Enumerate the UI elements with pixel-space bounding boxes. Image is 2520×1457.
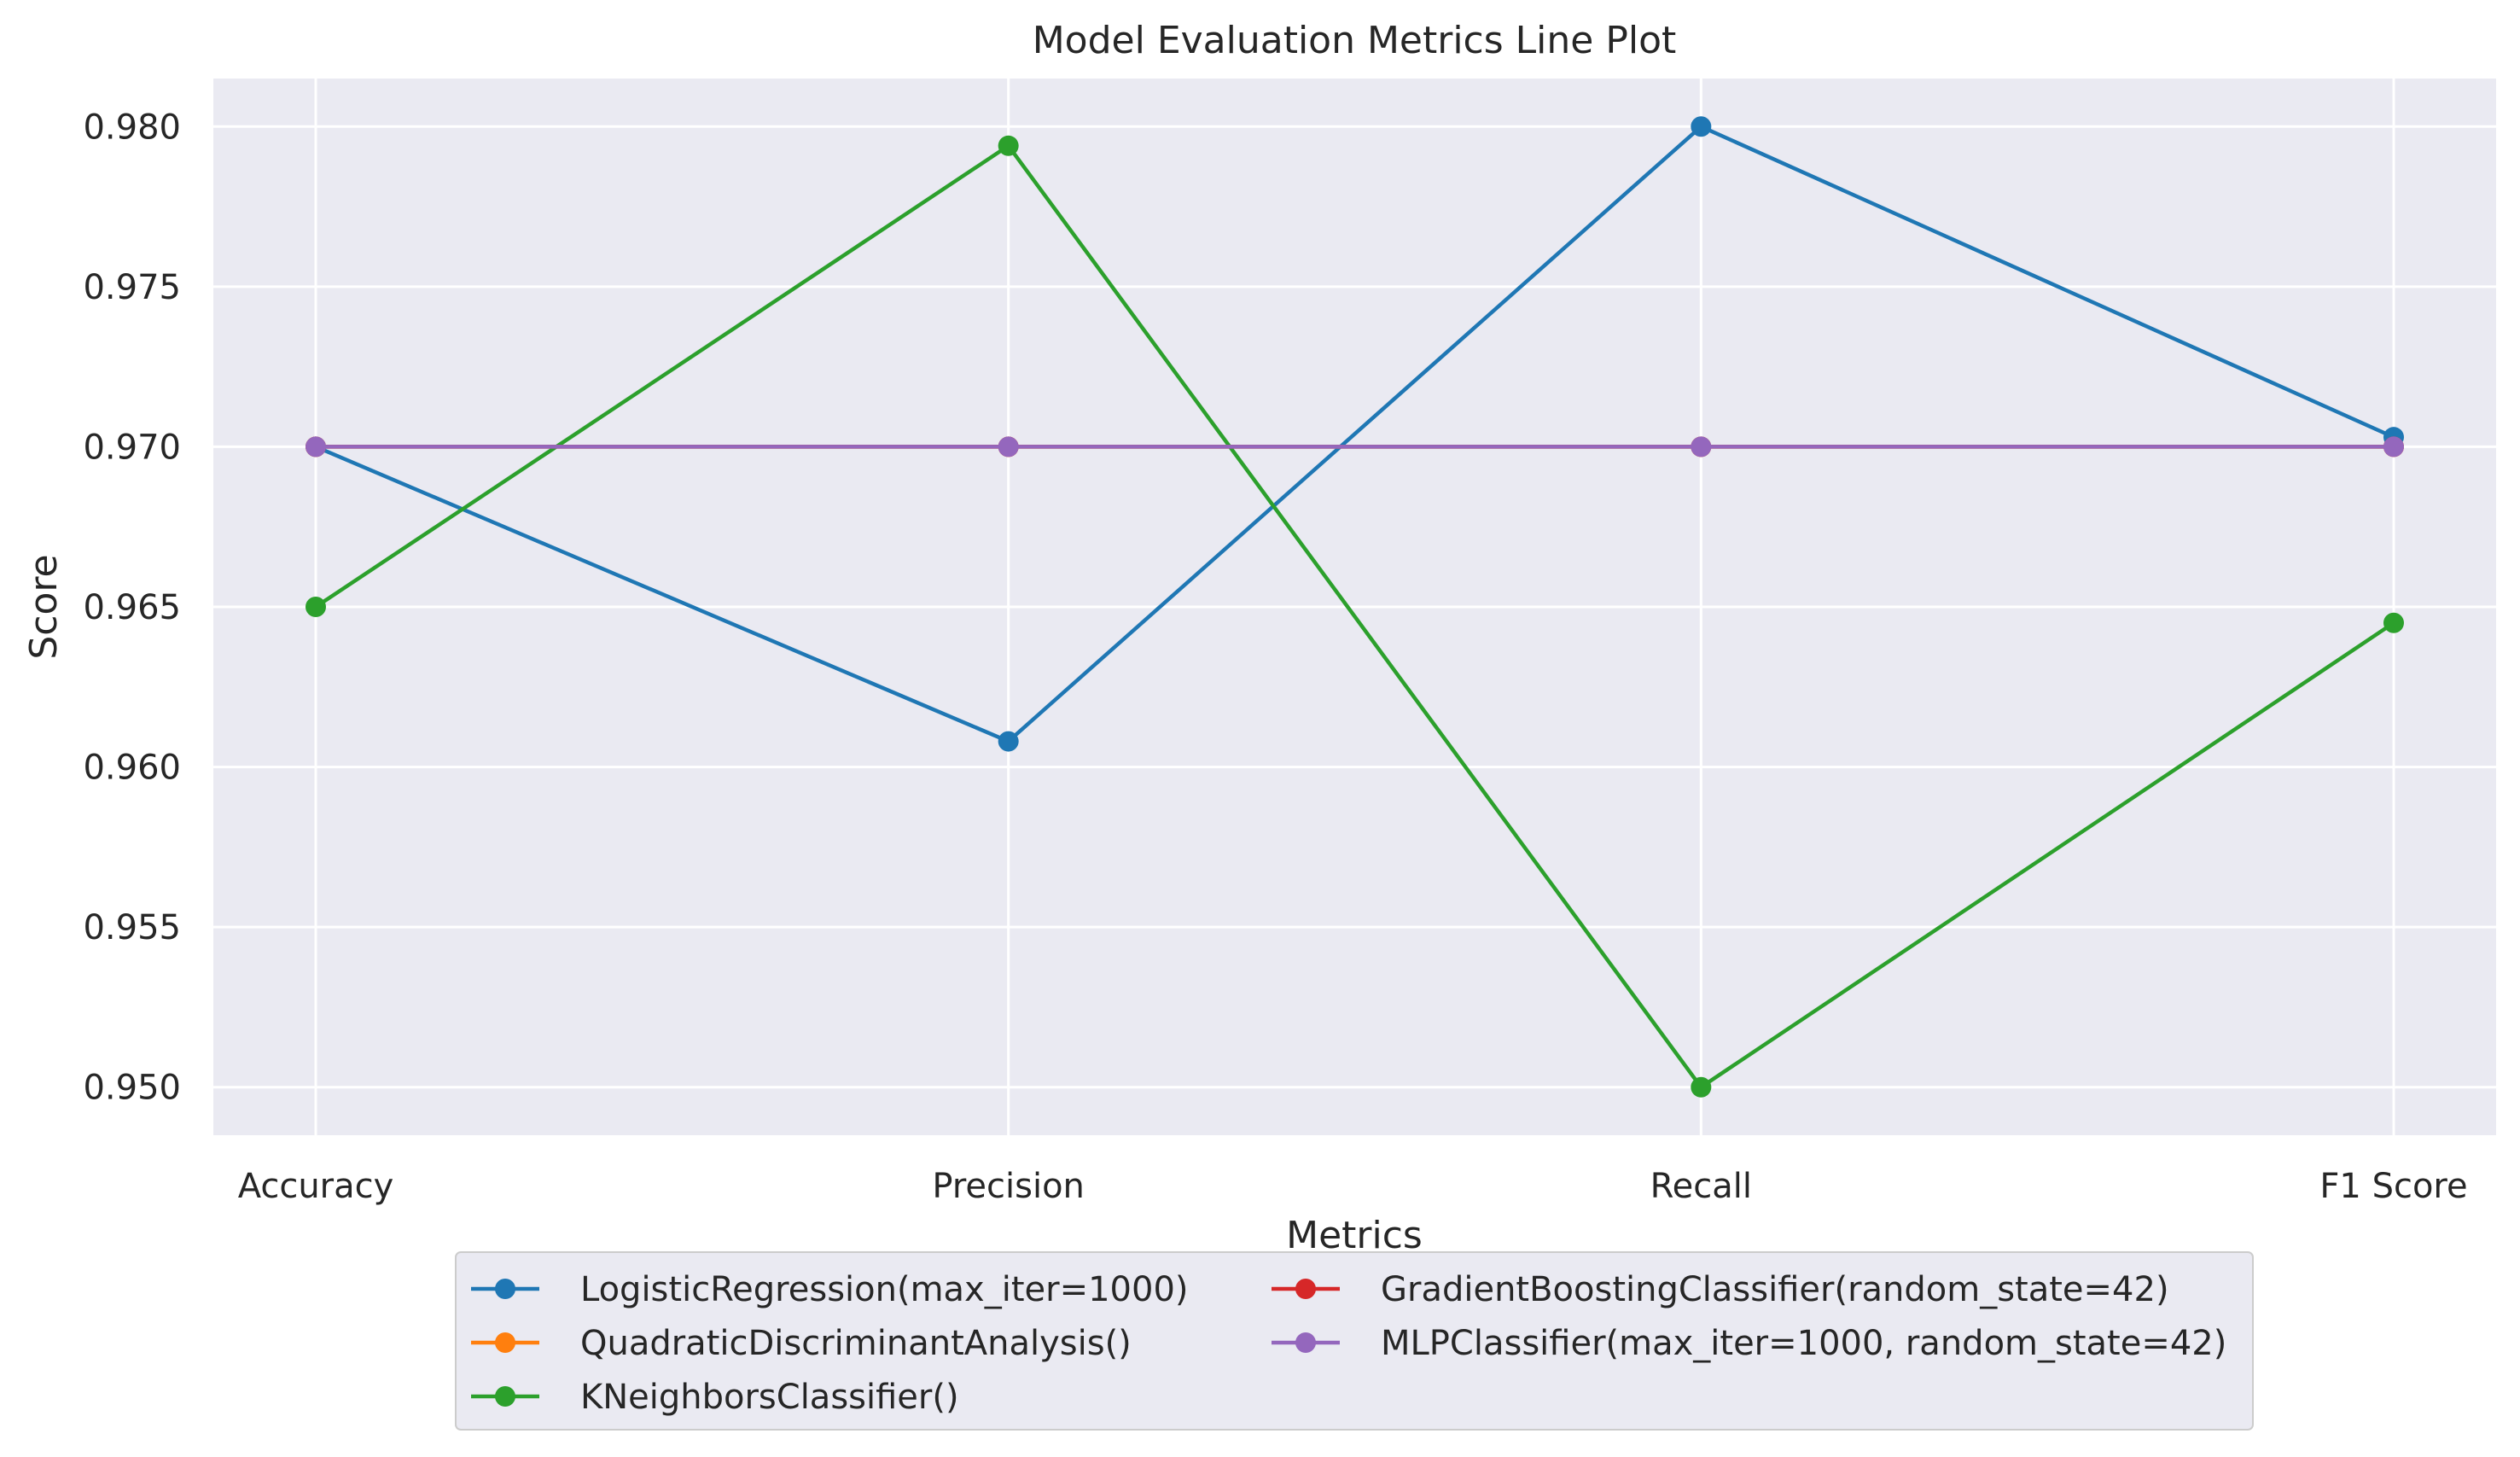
- y-tick-label: 0.980: [83, 108, 181, 147]
- legend-label: QuadraticDiscriminantAnalysis(): [580, 1324, 1132, 1363]
- legend-frame: [455, 1251, 2254, 1431]
- legend-item: LogisticRegression(max_iter=1000): [471, 1270, 1189, 1309]
- legend-item: KNeighborsClassifier(): [471, 1378, 959, 1417]
- x-tick-label: Precision: [932, 1167, 1084, 1206]
- chart-title: Model Evaluation Metrics Line Plot: [1033, 19, 1677, 62]
- data-point: [306, 597, 326, 617]
- series-5: [306, 436, 2404, 457]
- y-tick-label: 0.975: [83, 268, 181, 307]
- grid-lines: [213, 79, 2496, 1135]
- legend-item: GradientBoostingClassifier(random_state=…: [1272, 1270, 2169, 1309]
- series-3: [306, 135, 2404, 1098]
- legend: LogisticRegression(max_iter=1000) Quadrat…: [455, 1251, 2254, 1431]
- data-point: [1691, 436, 1712, 457]
- x-tick-label: F1 Score: [2319, 1167, 2467, 1206]
- y-tick-label: 0.950: [83, 1069, 181, 1108]
- y-tick-label: 0.955: [83, 908, 181, 947]
- legend-marker: [495, 1332, 515, 1353]
- legend-label: MLPClassifier(max_iter=1000, random_stat…: [1381, 1324, 2226, 1363]
- data-point: [1691, 116, 1712, 137]
- legend-item: MLPClassifier(max_iter=1000, random_stat…: [1272, 1324, 2226, 1363]
- legend-label: LogisticRegression(max_iter=1000): [580, 1270, 1189, 1309]
- legend-marker: [495, 1279, 515, 1299]
- data-point: [998, 436, 1019, 457]
- legend-marker: [1295, 1279, 1316, 1299]
- y-tick-label: 0.965: [83, 588, 181, 627]
- data-point: [2383, 612, 2404, 633]
- series-line: [314, 143, 2395, 1089]
- series-lines: [306, 116, 2404, 1098]
- x-tick-label: Accuracy: [238, 1167, 394, 1206]
- x-tick-label: Recall: [1650, 1167, 1752, 1206]
- y-tick-label: 0.960: [83, 749, 181, 788]
- legend-label: GradientBoostingClassifier(random_state=…: [1381, 1270, 2169, 1309]
- legend-marker: [495, 1386, 515, 1407]
- x-axis-label: Metrics: [1286, 1214, 1423, 1257]
- x-tick-labels: Accuracy Precision Recall F1 Score: [238, 1167, 2468, 1206]
- data-point: [306, 436, 326, 457]
- legend-label: KNeighborsClassifier(): [580, 1378, 959, 1417]
- legend-item: QuadraticDiscriminantAnalysis(): [471, 1324, 1132, 1363]
- y-tick-labels: 0.950 0.955 0.960 0.965 0.970 0.975 0.980: [83, 108, 181, 1107]
- legend-marker: [1295, 1332, 1316, 1353]
- data-point: [998, 731, 1019, 752]
- y-tick-label: 0.970: [83, 428, 181, 467]
- data-point: [1691, 1076, 1712, 1098]
- data-point: [2383, 436, 2404, 457]
- data-point: [998, 135, 1019, 156]
- y-axis-label: Score: [22, 554, 66, 659]
- series-line: [315, 125, 2395, 743]
